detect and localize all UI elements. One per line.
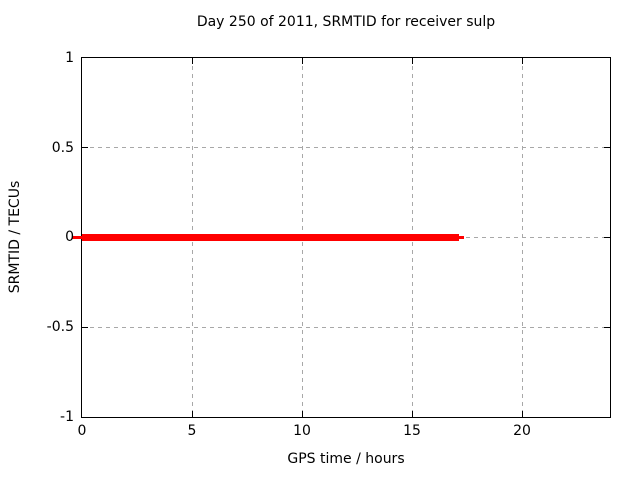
y-tick-label-0_5: 0.5 <box>51 140 74 156</box>
y-tick-label-neg0_5: -0.5 <box>46 319 74 335</box>
x-axis-label: GPS time / hours <box>287 451 405 467</box>
plot-area <box>72 57 611 418</box>
gridline-x-20 <box>522 58 523 417</box>
data-line-right-tail <box>459 236 464 239</box>
y-tick-label-1: 1 <box>65 50 74 66</box>
x-tick-bottom-20 <box>522 411 523 417</box>
y-tick-left-0_5 <box>82 147 88 148</box>
x-tick-label-15: 15 <box>403 423 421 439</box>
y-axis-label: SRMTID / TECUs <box>7 180 23 294</box>
x-tick-top-5 <box>192 58 193 64</box>
y-tick-right-0 <box>604 237 610 238</box>
y-tick-left-neg0_5 <box>82 327 88 328</box>
x-tick-top-20 <box>522 58 523 64</box>
x-tick-label-10: 10 <box>293 423 311 439</box>
x-tick-label-0: 0 <box>77 423 87 439</box>
gridline-y-0_5 <box>82 147 610 148</box>
y-tick-right-0_5 <box>604 147 610 148</box>
x-tick-top-10 <box>302 58 303 64</box>
y-tick-label-0: 0 <box>65 229 74 245</box>
x-tick-top-15 <box>412 58 413 64</box>
data-line <box>82 234 459 241</box>
x-tick-label-5: 5 <box>187 423 197 439</box>
x-tick-bottom-5 <box>192 411 193 417</box>
x-tick-label-20: 20 <box>513 423 531 439</box>
chart-title: Day 250 of 2011, SRMTID for receiver sul… <box>196 14 496 30</box>
data-line-left-overhang <box>72 236 82 239</box>
x-tick-bottom-10 <box>302 411 303 417</box>
gridline-y-neg0_5 <box>82 327 610 328</box>
y-tick-label-neg1: -1 <box>60 409 74 425</box>
y-tick-right-neg0_5 <box>604 327 610 328</box>
x-tick-bottom-15 <box>412 411 413 417</box>
